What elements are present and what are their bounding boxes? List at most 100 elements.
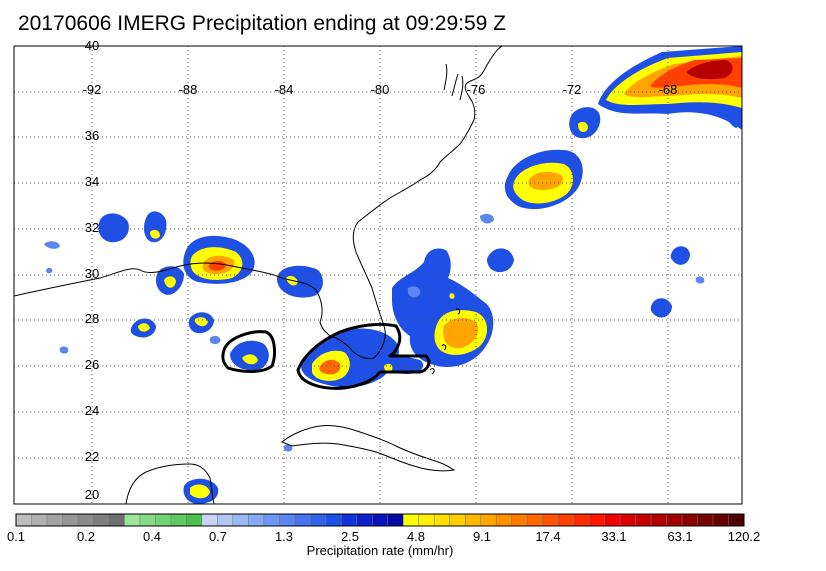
lat-label: 32 — [85, 220, 99, 235]
colorbar-swatch — [697, 513, 714, 527]
precip-area — [487, 248, 514, 273]
lat-labels: 40 36 34 32 30 28 26 24 22 20 — [85, 38, 99, 502]
colorbar-swatch — [77, 513, 94, 527]
lon-labels: -92 -88 -84 -80 -76 -72 -68 — [83, 82, 678, 97]
precip-area — [209, 335, 221, 345]
precip-area — [480, 213, 494, 224]
colorbar-swatch — [356, 513, 373, 527]
colorbar-swatch — [573, 513, 590, 527]
colorbar-swatch — [217, 513, 234, 527]
colorbar-swatch — [511, 513, 528, 527]
colorbar-tick-label: 33.1 — [601, 529, 626, 544]
colorbar-swatch — [93, 513, 110, 527]
colorbar-tick-label: 0.7 — [209, 529, 227, 544]
precip-area — [528, 171, 563, 190]
map-content — [14, 46, 742, 504]
colorbar-swatch — [155, 513, 172, 527]
colorbar-swatch — [263, 513, 280, 527]
lon-label: -92 — [83, 82, 102, 97]
colorbar-ticks: 0.1 0.2 0.4 0.7 1.3 2.5 4.8 9.1 17.4 33.… — [7, 529, 760, 544]
colorbar-tick-label: 4.8 — [407, 529, 425, 544]
lat-label: 20 — [85, 487, 99, 502]
precip-area — [190, 484, 210, 499]
coastlines — [14, 46, 503, 504]
colorbar-swatch — [387, 513, 404, 527]
precip-area — [194, 317, 208, 327]
colorbar-swatch — [248, 513, 265, 527]
precip-area — [138, 323, 150, 332]
contour-outline — [221, 330, 276, 373]
lon-label: -84 — [275, 82, 294, 97]
precip-area — [319, 359, 341, 375]
lat-label: 36 — [85, 128, 99, 143]
lat-label: 28 — [85, 311, 99, 326]
colorbar-swatch — [728, 513, 745, 527]
colorbar-swatch — [31, 513, 48, 527]
colorbar-tick-label: 1.3 — [275, 529, 293, 544]
colorbar-swatch — [619, 513, 637, 527]
graticule — [14, 46, 742, 504]
colorbar-swatch — [325, 513, 342, 527]
precip-area — [670, 246, 690, 265]
coastline-us — [14, 46, 503, 359]
colorbar-swatch — [681, 513, 699, 527]
map-title: 20170606 IMERG Precipitation ending at 0… — [18, 12, 506, 35]
precip-area — [59, 346, 69, 354]
precip-area — [449, 293, 455, 299]
precip-area — [695, 276, 705, 284]
colorbar-tick-label: 2.5 — [341, 529, 359, 544]
lat-label: 22 — [85, 449, 99, 464]
precip-area — [407, 286, 421, 298]
precip-area — [44, 241, 60, 249]
precip-area — [98, 213, 129, 243]
precip-area — [443, 317, 479, 349]
colorbar-swatch — [294, 513, 311, 527]
colorbar-swatch — [402, 513, 420, 527]
plot-frame — [13, 45, 743, 505]
colorbar-swatch — [46, 513, 64, 527]
colorbar-swatch — [712, 513, 730, 527]
lon-label: -76 — [467, 82, 486, 97]
colorbar-swatch — [232, 513, 249, 527]
lat-label: 40 — [85, 38, 99, 53]
colorbar-swatch — [372, 513, 389, 527]
lon-label: -68 — [659, 82, 678, 97]
colorbar-swatch — [557, 513, 575, 527]
coastline-keys — [339, 381, 371, 388]
colorbar-swatch — [139, 513, 156, 527]
precip-area — [578, 121, 588, 133]
colorbar-swatch — [666, 513, 683, 527]
colorbar-swatch — [279, 513, 296, 527]
colorbar-swatch — [310, 513, 327, 527]
precip-area — [283, 444, 293, 452]
contour-outline — [296, 322, 431, 390]
colorbar-label: Precipitation rate (mm/hr) — [307, 543, 454, 558]
colorbar-swatch — [433, 513, 451, 527]
lon-label: -80 — [371, 82, 390, 97]
colorbar-swatch — [15, 513, 33, 527]
precip-area — [144, 211, 167, 243]
precip-area — [242, 354, 258, 365]
precip-area — [46, 267, 53, 274]
colorbar-swatch — [604, 513, 621, 527]
colorbar-swatch — [542, 513, 559, 527]
precip-area — [150, 229, 160, 239]
lat-label: 30 — [85, 266, 99, 281]
colorbar-swatch — [588, 513, 606, 527]
colorbar-swatch — [449, 513, 466, 527]
colorbar-swatch — [526, 513, 544, 527]
precip-area — [164, 276, 176, 288]
colorbar-swatch — [464, 513, 482, 527]
colorbar-tick-label: 17.4 — [535, 529, 560, 544]
precip-area — [277, 265, 323, 298]
colorbar-swatch — [62, 513, 79, 527]
colorbar-swatch — [635, 513, 652, 527]
colorbar-swatch — [480, 513, 497, 527]
colorbar-swatch — [170, 513, 187, 527]
lon-label: -88 — [179, 82, 198, 97]
coastline-chesapeake — [443, 63, 464, 101]
coastline-yucatan — [125, 463, 215, 504]
colorbar-swatch — [341, 513, 358, 527]
colorbar-swatch — [108, 513, 125, 527]
